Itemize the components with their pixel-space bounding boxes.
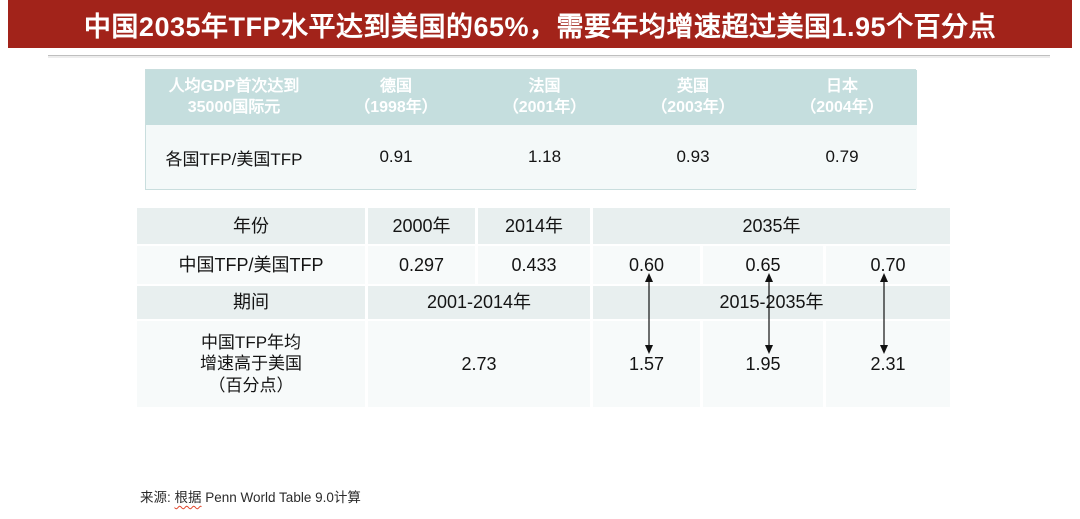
- title-banner: 中国2035年TFP水平达到美国的65%，需要年均增速超过美国1.95个百分点: [8, 0, 1072, 48]
- table1-header-japan: 日本 （2004年）: [767, 70, 917, 125]
- table2-period-1: 2001-2014年: [365, 284, 590, 319]
- table1-value-japan: 0.79: [767, 125, 917, 189]
- table2-period-label: 期间: [137, 284, 365, 319]
- table2-growth-label: 中国TFP年均 增速高于美国 （百分点）: [137, 319, 365, 407]
- table1-header-uk: 英国 （2003年）: [619, 70, 767, 125]
- source-rest: Penn World Table 9.0计算: [201, 490, 361, 505]
- table1-header-label-line2: 35000国际元: [187, 98, 281, 116]
- source-prefix: 来源:: [140, 490, 175, 505]
- table1-header-germany: 德国 （1998年）: [322, 70, 470, 125]
- table1-row-label: 各国TFP/美国TFP: [146, 125, 322, 189]
- table2-tfp-2035-high: 0.70: [823, 244, 950, 284]
- table2-tfp-label: 中国TFP/美国TFP: [137, 244, 365, 284]
- source-note: 来源: 根据 Penn World Table 9.0计算: [140, 486, 361, 506]
- page-title: 中国2035年TFP水平达到美国的65%，需要年均增速超过美国1.95个百分点: [83, 11, 997, 42]
- double-arrow-icon-high: [880, 273, 888, 354]
- table2-tfp-2035-low: 0.60: [590, 244, 700, 284]
- table2-growth-scenario-low: 1.57: [590, 319, 700, 407]
- table1-header-label: 人均GDP首次达到 35000国际元: [146, 70, 322, 125]
- table2-growth-2001-2014: 2.73: [365, 319, 590, 407]
- table1-value-uk: 0.93: [619, 125, 767, 189]
- table2-tfp-2000: 0.297: [365, 244, 475, 284]
- table2-tfp-2014: 0.433: [475, 244, 590, 284]
- table2-growth-scenario-high: 2.31: [823, 319, 950, 407]
- source-spellcheck-word: 根据: [174, 490, 202, 505]
- table2-period-2: 2015-2035年: [590, 284, 950, 319]
- double-arrow-icon-mid: [765, 273, 773, 354]
- table2-year-2035: 2035年: [590, 208, 950, 244]
- table2-tfp-2035-mid: 0.65: [700, 244, 823, 284]
- table2-year-2000: 2000年: [365, 208, 475, 244]
- divider-line: [48, 55, 1050, 58]
- table2-year-2014: 2014年: [475, 208, 590, 244]
- table2-years-label: 年份: [137, 208, 365, 244]
- table1-header-label-line1: 人均GDP首次达到: [168, 77, 300, 95]
- table1-header-france: 法国 （2001年）: [470, 70, 619, 125]
- china-tfp-table: 年份 2000年 2014年 2035年 中国TFP/美国TFP 0.297 0…: [137, 208, 950, 407]
- table1-value-germany: 0.91: [322, 125, 470, 189]
- double-arrow-icon-low: [645, 273, 653, 354]
- table1-value-france: 1.18: [470, 125, 619, 189]
- benchmark-countries-table: 人均GDP首次达到 35000国际元 德国 （1998年） 法国 （2001年）…: [145, 69, 917, 190]
- table2-growth-scenario-mid: 1.95: [700, 319, 823, 407]
